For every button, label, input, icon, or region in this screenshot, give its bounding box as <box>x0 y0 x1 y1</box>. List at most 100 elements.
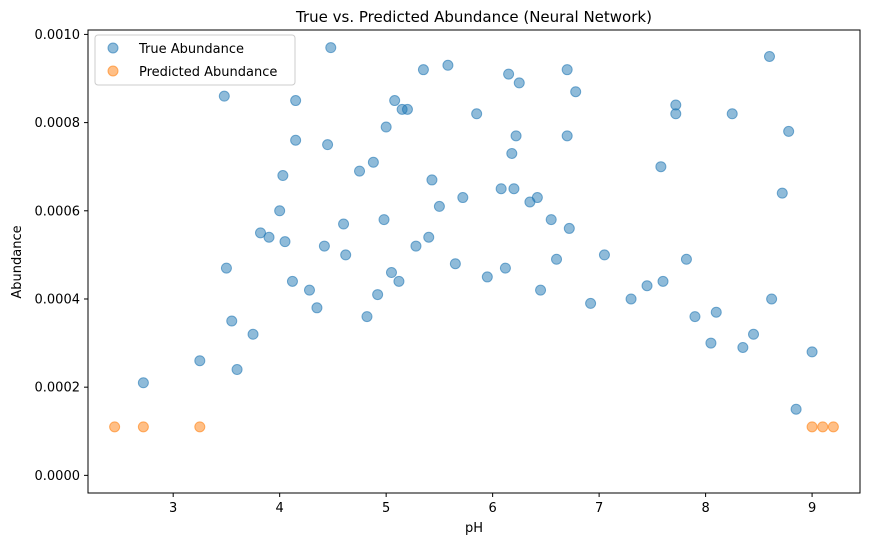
data-point <box>457 192 469 204</box>
legend-box <box>94 34 296 86</box>
plot-area <box>109 42 839 433</box>
y-tick-label: 0.0008 <box>35 116 81 131</box>
data-point <box>510 130 522 142</box>
legend-label-true: True Abundance <box>138 42 244 57</box>
data-point <box>137 377 149 389</box>
data-point <box>393 275 405 287</box>
data-point <box>255 227 267 239</box>
data-point <box>563 222 575 234</box>
y-tick-label: 0.0006 <box>35 204 81 219</box>
x-axis: 3 4 5 6 7 8 9 <box>169 493 816 516</box>
x-axis-label: pH <box>465 521 483 536</box>
data-point <box>766 293 778 305</box>
data-point <box>806 421 818 433</box>
data-point <box>670 108 682 120</box>
data-point <box>372 289 384 301</box>
data-point <box>361 311 373 323</box>
data-point <box>503 68 515 80</box>
data-point <box>263 231 275 243</box>
data-point <box>380 121 392 133</box>
data-point <box>561 64 573 76</box>
x-tick-label: 4 <box>276 501 284 516</box>
data-point <box>354 165 366 177</box>
data-point <box>710 306 722 318</box>
data-point <box>279 236 291 248</box>
data-point <box>218 90 230 102</box>
data-point <box>598 249 610 261</box>
data-point <box>790 403 802 415</box>
data-point <box>625 293 637 305</box>
data-point <box>817 421 829 433</box>
data-point <box>311 302 323 314</box>
data-point <box>506 147 518 159</box>
data-point <box>340 249 352 261</box>
series-predicted-abundance <box>109 421 839 433</box>
data-point <box>508 183 520 195</box>
y-axis: 0.0000 0.0002 0.0004 0.0006 0.0008 0.0010 <box>35 28 88 484</box>
legend-label-predicted: Predicted Abundance <box>139 65 277 80</box>
data-point <box>481 271 493 283</box>
x-tick-label: 3 <box>169 501 177 516</box>
x-tick-label: 9 <box>808 501 816 516</box>
data-point <box>318 240 330 252</box>
data-point <box>194 355 206 367</box>
data-point <box>705 337 717 349</box>
data-point <box>322 139 334 151</box>
data-point <box>194 421 206 433</box>
data-point <box>655 161 667 173</box>
data-point <box>570 86 582 98</box>
x-tick-label: 5 <box>382 501 390 516</box>
data-point <box>726 108 738 120</box>
data-point <box>247 328 259 340</box>
data-point <box>325 42 337 54</box>
data-point <box>689 311 701 323</box>
data-point <box>763 50 775 62</box>
legend-marker-predicted <box>107 65 119 77</box>
data-point <box>585 297 597 309</box>
data-point <box>827 421 839 433</box>
data-point <box>423 231 435 243</box>
data-point <box>513 77 525 89</box>
data-point <box>410 240 422 252</box>
x-tick-label: 8 <box>701 501 709 516</box>
data-point <box>680 253 692 265</box>
data-point <box>499 262 511 274</box>
y-tick-label: 0.0010 <box>35 28 81 43</box>
data-point <box>385 267 397 279</box>
data-point <box>737 341 749 353</box>
x-tick-label: 7 <box>595 501 603 516</box>
data-point <box>442 59 454 71</box>
data-point <box>449 258 461 270</box>
data-point <box>401 103 413 115</box>
data-point <box>290 134 302 146</box>
data-point <box>545 214 557 226</box>
legend: True Abundance Predicted Abundance <box>94 34 296 86</box>
data-point <box>231 364 243 376</box>
data-point <box>137 421 149 433</box>
data-point <box>274 205 286 217</box>
data-point <box>109 421 121 433</box>
data-point <box>389 95 401 107</box>
data-point <box>426 174 438 186</box>
data-point <box>561 130 573 142</box>
data-point <box>776 187 788 199</box>
x-tick-label: 6 <box>488 501 496 516</box>
data-point <box>657 275 669 287</box>
y-tick-label: 0.0000 <box>35 469 81 484</box>
data-point <box>286 275 298 287</box>
data-point <box>277 170 289 182</box>
data-point <box>524 196 536 208</box>
data-point <box>535 284 547 296</box>
data-point <box>641 280 653 292</box>
series-true-abundance <box>137 42 818 415</box>
data-point <box>226 315 238 327</box>
y-tick-label: 0.0004 <box>35 292 81 307</box>
data-point <box>417 64 429 76</box>
data-point <box>748 328 760 340</box>
data-point <box>367 156 379 168</box>
data-point <box>783 125 795 137</box>
plot-frame <box>87 29 861 494</box>
chart-title: True vs. Predicted Abundance (Neural Net… <box>295 8 652 26</box>
data-point <box>551 253 563 265</box>
data-point <box>303 284 315 296</box>
